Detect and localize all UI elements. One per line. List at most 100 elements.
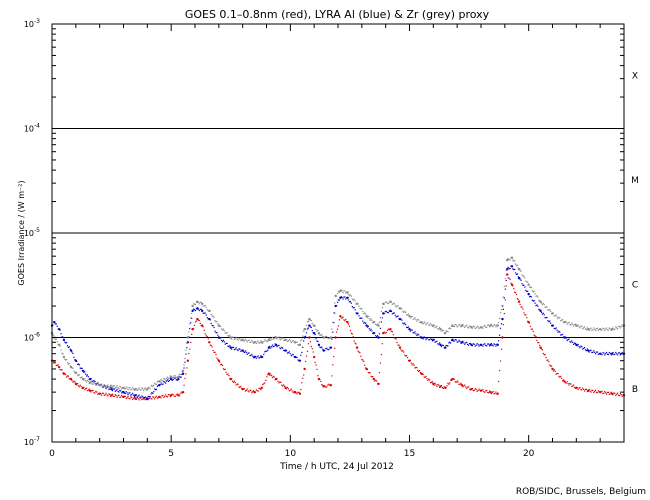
- series-red-dot: [229, 378, 231, 380]
- series-blue-dot: [142, 396, 144, 398]
- series-blue-dot: [380, 321, 382, 323]
- series-grey-dot: [287, 340, 290, 342]
- series-red-dot: [164, 395, 166, 398]
- series-red-dot: [117, 395, 119, 397]
- series-red-dot: [202, 326, 204, 328]
- series-grey-dot: [557, 318, 559, 320]
- series-red-dot: [185, 373, 187, 375]
- series-blue-dot: [121, 392, 123, 394]
- series-grey-dot: [543, 304, 545, 306]
- series-grey-dot: [65, 359, 67, 361]
- series-grey-dot: [485, 326, 487, 328]
- series-red-dot: [250, 390, 252, 392]
- series-grey-dot: [514, 263, 517, 265]
- series-red-dot: [436, 385, 438, 387]
- series-red-dot: [156, 397, 159, 399]
- series-grey-dot: [366, 316, 369, 319]
- series-blue-dot: [244, 350, 247, 352]
- series-blue-dot: [327, 348, 329, 351]
- series-red-dot: [381, 343, 383, 345]
- series-red-dot: [416, 366, 418, 369]
- credit-text: ROB/SIDC, Brussels, Belgium: [516, 487, 646, 497]
- series-grey-dot: [553, 315, 555, 317]
- series-blue-dot: [221, 340, 224, 343]
- series-grey-dot: [297, 344, 299, 346]
- series-blue-dot: [270, 346, 273, 348]
- series-red-dot: [231, 380, 234, 382]
- series-grey-dot: [525, 280, 527, 282]
- series-blue-dot: [562, 336, 565, 338]
- series-blue-dot: [376, 335, 379, 337]
- series-blue-dot: [509, 268, 511, 270]
- series-grey-dot: [460, 326, 462, 328]
- series-grey-dot: [272, 338, 274, 340]
- series-blue-dot: [570, 341, 572, 343]
- series-blue-dot: [361, 317, 363, 319]
- series-grey-dot: [139, 389, 141, 391]
- series-red-dot: [112, 395, 115, 397]
- series-layer: [50, 256, 626, 401]
- series-grey-dot: [228, 335, 230, 337]
- series-grey-dot: [411, 315, 413, 318]
- series-grey-dot: [483, 325, 485, 327]
- series-blue-dot: [406, 326, 408, 328]
- series-blue-dot: [375, 335, 377, 337]
- series-blue-dot: [143, 398, 145, 400]
- series-red-dot: [77, 385, 80, 387]
- series-grey-dot: [441, 329, 443, 331]
- series-grey-point: [229, 336, 232, 339]
- series-grey-dot: [169, 375, 171, 377]
- series-red-dot: [167, 394, 170, 396]
- series-red-dot: [241, 387, 243, 390]
- series-blue-dot: [117, 390, 119, 392]
- series-blue-dot: [422, 338, 424, 340]
- series-blue-dot: [226, 342, 228, 345]
- series-red-dot: [222, 368, 225, 370]
- series-red-dot: [405, 355, 407, 357]
- series-red-dot: [150, 398, 152, 400]
- series-grey-dot: [304, 327, 307, 330]
- series-blue-dot: [262, 356, 264, 358]
- series-blue-dot: [411, 329, 413, 331]
- series-red-dot: [477, 389, 479, 392]
- series-grey-dot: [418, 321, 421, 324]
- series-red-dot: [197, 319, 199, 321]
- series-red-dot: [447, 382, 449, 384]
- series-grey-dot: [127, 388, 129, 391]
- series-red-dot: [397, 344, 399, 346]
- series-grey-dot: [567, 322, 569, 324]
- series-blue-dot: [608, 351, 610, 354]
- series-grey-dot: [465, 325, 467, 327]
- series-grey-dot: [250, 341, 252, 343]
- series-blue-dot: [523, 284, 525, 286]
- series-red-dot: [473, 389, 475, 391]
- series-blue-dot: [363, 322, 365, 324]
- series-grey-dot: [606, 329, 609, 331]
- series-red-dot: [173, 395, 175, 397]
- series-blue-dot: [418, 334, 420, 336]
- series-blue-dot: [476, 343, 478, 345]
- x-tick-label: 0: [49, 449, 55, 459]
- series-blue-dot: [404, 322, 406, 324]
- series-blue-dot: [484, 343, 486, 345]
- series-red-dot: [270, 373, 272, 375]
- series-red-dot: [503, 312, 505, 315]
- series-red-dot: [99, 393, 102, 395]
- series-red-dot: [584, 388, 587, 391]
- series-blue-dot: [66, 345, 69, 347]
- series-red-dot: [367, 372, 369, 374]
- series-blue-point: [377, 336, 380, 339]
- series-red-dot: [159, 396, 161, 398]
- series-grey-dot: [73, 370, 75, 372]
- series-blue-dot: [128, 392, 130, 394]
- series-grey-dot: [259, 341, 261, 344]
- series-red-dot: [172, 394, 174, 396]
- plot-area: [52, 128, 624, 338]
- series-red-dot: [130, 396, 132, 398]
- series-red-dot: [505, 285, 507, 287]
- series-red-dot: [232, 381, 235, 383]
- series-grey-dot: [253, 342, 255, 344]
- series-grey-dot: [55, 338, 57, 340]
- series-red-dot: [76, 384, 78, 386]
- series-blue-dot: [366, 326, 369, 328]
